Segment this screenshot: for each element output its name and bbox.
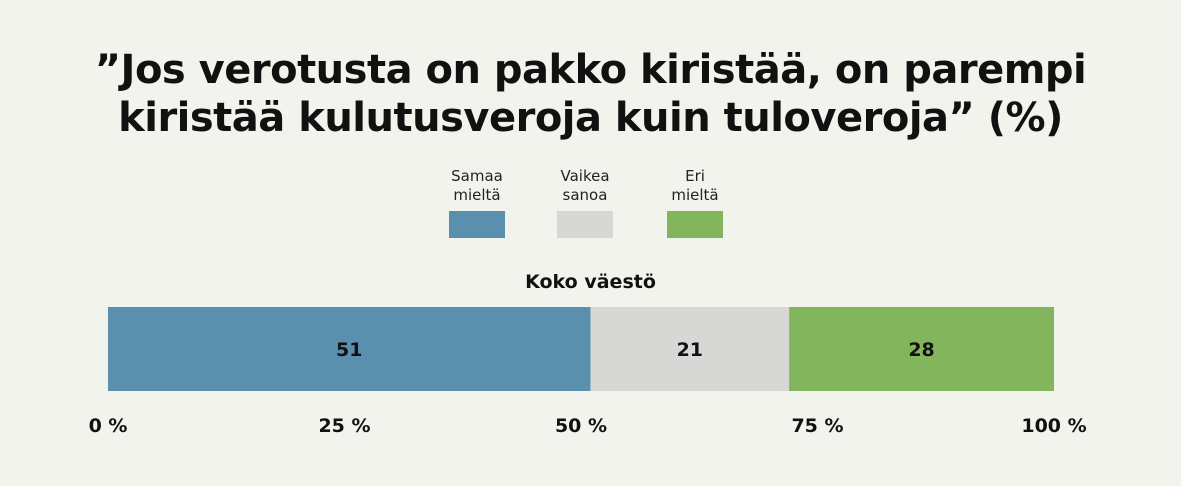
legend-swatch bbox=[557, 211, 613, 238]
legend-item-eri-mielta: Eri mieltä bbox=[635, 165, 755, 238]
legend-item-samaa-mielta: Samaa mieltä bbox=[417, 165, 537, 238]
x-tick-label: 0 % bbox=[89, 415, 128, 437]
x-tick-label: 100 % bbox=[1021, 415, 1086, 437]
x-tick-label: 25 % bbox=[318, 415, 370, 437]
chart-title-line-2: kiristää kulutusveroja kuin tuloveroja” … bbox=[118, 95, 1063, 141]
category-label: Koko väestö bbox=[525, 271, 656, 293]
chart-title: ”Jos verotusta on pakko kiristää, on par… bbox=[0, 46, 1181, 142]
bar-segment-3 bbox=[789, 307, 1054, 391]
bar-segment-2 bbox=[590, 307, 790, 391]
chart-title-line-1: ”Jos verotusta on pakko kiristää, on par… bbox=[94, 47, 1087, 93]
x-tick-label: 50 % bbox=[555, 415, 607, 437]
data-label-1: 51 bbox=[336, 339, 362, 361]
legend-label-line: Vaikea bbox=[560, 167, 610, 185]
legend-label-line: mieltä bbox=[671, 186, 719, 204]
x-tick-label: 75 % bbox=[791, 415, 843, 437]
bar-segment-1 bbox=[108, 307, 591, 391]
legend-label-line: mieltä bbox=[453, 186, 501, 204]
legend-label-line: Eri bbox=[685, 167, 705, 185]
legend-swatch bbox=[667, 211, 723, 238]
data-label-3: 28 bbox=[908, 339, 934, 361]
legend-label-line: Samaa bbox=[451, 167, 503, 185]
data-label-2: 21 bbox=[677, 339, 703, 361]
legend-label-line: sanoa bbox=[562, 186, 608, 204]
legend-item-vaikea-sanoa: Vaikea sanoa bbox=[525, 165, 645, 238]
legend-swatch bbox=[449, 211, 505, 238]
